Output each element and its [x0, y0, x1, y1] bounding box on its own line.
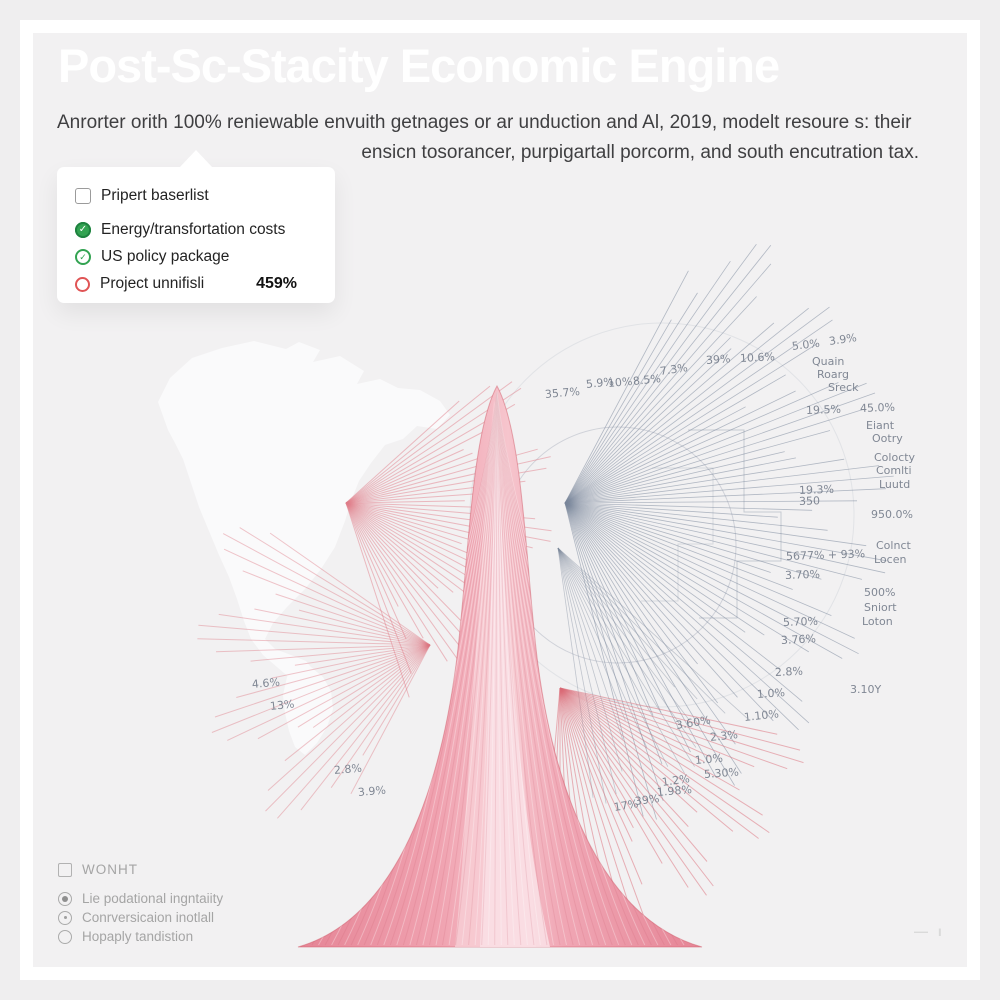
bottom-legend-label: Conrversicaion inotlall: [82, 910, 215, 925]
legend-item-label: Project unnifisli: [100, 275, 205, 292]
americas-map: [158, 341, 450, 755]
checkbox-icon[interactable]: [58, 862, 72, 877]
check-circle-solid-icon[interactable]: [75, 222, 91, 238]
bottom-legend-label: Hopaply tandistion: [82, 929, 194, 944]
radio-filled-icon[interactable]: [58, 891, 72, 906]
bottom-legend-label: WONHT: [82, 862, 138, 877]
subtitle-line-2: ensicn tosorancer, purpigartall porcorm,…: [361, 142, 919, 163]
radio-empty-icon[interactable]: [58, 929, 72, 944]
legend-item-label: Pripert baserlist: [101, 187, 209, 204]
radial-fans: [197, 244, 894, 941]
legend-item-energy[interactable]: Energy/transfortation costs: [75, 221, 317, 239]
legend-item-project[interactable]: Project unnifisli 459%: [75, 275, 317, 293]
bottom-legend-item-wonht[interactable]: WONHT: [58, 862, 223, 877]
bell-distribution: [297, 384, 703, 948]
tooltip-pointer: [179, 150, 213, 168]
bottom-legend-item-podational[interactable]: Lie podational ingntaiity: [58, 891, 223, 906]
legend-item-pripert[interactable]: Pripert baserlist: [75, 187, 317, 205]
page-title: Post-Sc-Stacity Economic Engine: [58, 39, 780, 92]
checkbox-icon[interactable]: [75, 188, 91, 204]
bottom-legend-item-hopaply[interactable]: Hopaply tandistion: [58, 929, 223, 944]
bottom-legend-item-conrversicaion[interactable]: Conrversicaion inotlall: [58, 910, 223, 925]
subtitle-line-1: Anrorter orith 100% reniewable envuith g…: [57, 112, 912, 133]
bell-highlight-core: [480, 410, 550, 947]
check-circle-outline-icon[interactable]: [75, 249, 91, 265]
circle-outline-red-icon[interactable]: [75, 276, 90, 292]
legend-item-label: Energy/transfortation costs: [101, 221, 286, 238]
subtitle: Anrorter orith 100% reniewable envuith g…: [57, 108, 919, 168]
legend-item-label: US policy package: [101, 248, 230, 265]
bottom-legend: WONHT Lie podational ingntaiity Conrvers…: [58, 862, 223, 948]
bottom-legend-label: Lie podational ingntaiity: [82, 891, 224, 906]
legend-item-value: 459%: [256, 275, 297, 292]
legend-item-policy[interactable]: US policy package: [75, 248, 317, 266]
corner-mark: — ı: [914, 923, 945, 939]
radio-dotted-icon[interactable]: [58, 910, 72, 925]
top-legend-card: Pripert baserlist Energy/transfortation …: [57, 150, 335, 303]
